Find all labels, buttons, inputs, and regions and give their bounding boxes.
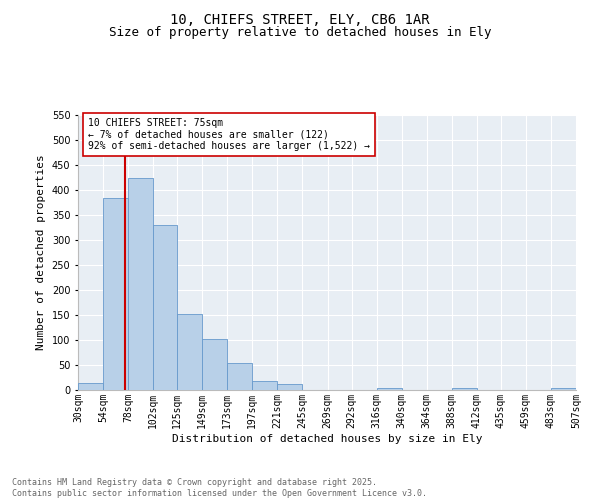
- Bar: [227, 362, 253, 390]
- X-axis label: Distribution of detached houses by size in Ely: Distribution of detached houses by size …: [172, 434, 482, 444]
- Bar: [78, 382, 103, 390]
- Y-axis label: Number of detached properties: Number of detached properties: [36, 154, 46, 350]
- Bar: [452, 388, 477, 390]
- Bar: [103, 198, 128, 390]
- Text: 10, CHIEFS STREET, ELY, CB6 1AR: 10, CHIEFS STREET, ELY, CB6 1AR: [170, 12, 430, 26]
- Bar: [202, 339, 227, 390]
- Text: Contains HM Land Registry data © Crown copyright and database right 2025.
Contai: Contains HM Land Registry data © Crown c…: [12, 478, 427, 498]
- Text: 10 CHIEFS STREET: 75sqm
← 7% of detached houses are smaller (122)
92% of semi-de: 10 CHIEFS STREET: 75sqm ← 7% of detached…: [88, 118, 370, 151]
- Bar: [128, 178, 153, 390]
- Bar: [377, 388, 401, 390]
- Bar: [153, 225, 177, 390]
- Bar: [551, 388, 576, 390]
- Bar: [253, 380, 277, 390]
- Bar: [277, 384, 302, 390]
- Bar: [177, 314, 202, 390]
- Text: Size of property relative to detached houses in Ely: Size of property relative to detached ho…: [109, 26, 491, 39]
